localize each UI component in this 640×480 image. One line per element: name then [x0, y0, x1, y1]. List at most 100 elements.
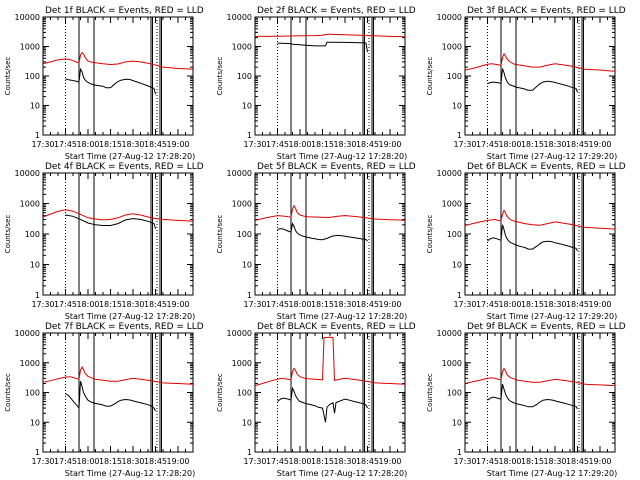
- series-line-events: [65, 381, 156, 412]
- y-tick-label: 100: [25, 72, 40, 81]
- x-tick-label: 18:15: [99, 300, 122, 309]
- y-tick-label: 10: [452, 418, 462, 427]
- x-tick-label: 18:30: [333, 300, 356, 309]
- y-tick-label: 100: [447, 230, 462, 239]
- series-line-events: [487, 224, 578, 252]
- y-tick-label: 100: [447, 389, 462, 398]
- chart-title: Det 7f BLACK = Events, RED = LLD: [45, 322, 204, 332]
- x-tick-label: 17:45: [266, 457, 289, 466]
- x-tick-label: 18:00: [76, 457, 99, 466]
- y-tick-label: 1: [247, 448, 252, 457]
- chart-panel-1: Det 1f BLACK = Events, RED = LLD Counts/s…: [4, 6, 204, 161]
- x-tick-label: 17:30: [453, 457, 476, 466]
- x-tick-label: 18:15: [521, 300, 544, 309]
- chart-title: Det 4f BLACK = Events, RED = LLD: [45, 162, 204, 172]
- series-line-events: [65, 214, 156, 229]
- y-axis-label: Counts/sec: [4, 215, 12, 254]
- y-tick-label: 10000: [227, 329, 252, 338]
- y-tick-label: 10: [452, 261, 462, 270]
- y-tick-label: 10: [452, 102, 462, 111]
- x-tick-label: 18:45: [356, 140, 379, 149]
- y-tick-label: 1000: [442, 200, 462, 209]
- x-tick-label: 18:00: [76, 140, 99, 149]
- x-tick-label: 17:30: [243, 457, 266, 466]
- x-tick-label: 18:45: [566, 300, 589, 309]
- x-axis-label: Start Time (27-Aug-12 17:28:20): [65, 312, 196, 321]
- x-tick-label: 17:45: [476, 300, 499, 309]
- x-tick-label: 19:00: [378, 457, 401, 466]
- chart-panel-6: Det 6f BLACK = Events, RED = LLD Counts/s…: [426, 162, 626, 321]
- chart-panel-5: Det 5f BLACK = Events, RED = LLD Counts/s…: [216, 162, 416, 321]
- y-tick-label: 1000: [232, 359, 252, 368]
- y-axis-label: Counts/sec: [216, 373, 224, 412]
- x-axis-label: Start Time (27-Aug-12 17:28:20): [277, 312, 408, 321]
- x-tick-label: 18:00: [498, 300, 521, 309]
- x-tick-label: 18:15: [521, 457, 544, 466]
- x-tick-label: 17:45: [476, 140, 499, 149]
- y-tick-label: 10000: [227, 13, 252, 22]
- chart-title: Det 1f BLACK = Events, RED = LLD: [45, 6, 204, 16]
- x-tick-label: 18:30: [121, 457, 144, 466]
- chart-panel-4: Det 4f BLACK = Events, RED = LLD Counts/s…: [4, 162, 204, 321]
- x-tick-label: 18:45: [144, 300, 167, 309]
- x-tick-label: 18:45: [356, 300, 379, 309]
- x-tick-label: 18:45: [566, 140, 589, 149]
- x-axis-label: Start Time (27-Aug-12 17:28:20): [65, 152, 196, 161]
- chart-panel-2: Det 2f BLACK = Events, RED = LLD Counts/s…: [216, 6, 416, 161]
- y-tick-label: 1: [247, 291, 252, 300]
- chart-panel-3: Det 3f BLACK = Events, RED = LLD Counts/s…: [426, 6, 626, 161]
- x-tick-label: 18:30: [121, 140, 144, 149]
- x-tick-label: 18:30: [543, 140, 566, 149]
- y-tick-label: 10000: [15, 13, 40, 22]
- x-tick-label: 18:30: [121, 300, 144, 309]
- x-tick-label: 17:30: [453, 140, 476, 149]
- plot-frame: [464, 16, 616, 136]
- x-tick-label: 19:00: [378, 300, 401, 309]
- x-tick-label: 17:45: [476, 457, 499, 466]
- series-line-events: [277, 386, 368, 423]
- x-tick-label: 18:00: [288, 457, 311, 466]
- y-tick-label: 1: [35, 448, 40, 457]
- x-tick-label: 18:30: [333, 140, 356, 149]
- x-tick-label: 18:45: [356, 457, 379, 466]
- y-tick-label: 10000: [15, 329, 40, 338]
- y-tick-label: 10000: [15, 169, 40, 178]
- y-tick-label: 10: [30, 261, 40, 270]
- y-axis-label: Counts/sec: [216, 57, 224, 96]
- y-tick-label: 10: [30, 102, 40, 111]
- y-tick-label: 10000: [437, 169, 462, 178]
- series-line-lld: [43, 51, 193, 70]
- y-tick-label: 1: [35, 291, 40, 300]
- y-tick-label: 10: [30, 418, 40, 427]
- chart-panel-8: Det 8f BLACK = Events, RED = LLD Counts/s…: [216, 322, 416, 478]
- x-tick-label: 17:30: [31, 300, 54, 309]
- y-tick-label: 1: [35, 131, 40, 140]
- x-tick-label: 18:45: [144, 140, 167, 149]
- x-tick-label: 18:45: [566, 457, 589, 466]
- x-tick-label: 19:00: [378, 140, 401, 149]
- x-axis-label: Start Time (27-Aug-12 17:29:20): [487, 312, 618, 321]
- plot-frame: [254, 332, 406, 453]
- x-tick-label: 18:15: [311, 457, 334, 466]
- series-line-events: [65, 67, 156, 95]
- x-tick-label: 17:30: [243, 140, 266, 149]
- chart-panel-9: Det 9f BLACK = Events, RED = LLD Counts/s…: [426, 322, 626, 478]
- chart-title: Det 2f BLACK = Events, RED = LLD: [257, 6, 416, 16]
- y-tick-label: 10000: [437, 13, 462, 22]
- y-tick-label: 1: [457, 131, 462, 140]
- y-tick-label: 1000: [20, 200, 40, 209]
- x-tick-label: 19:00: [166, 457, 189, 466]
- x-tick-label: 17:30: [31, 140, 54, 149]
- series-line-lld: [255, 33, 405, 38]
- x-axis-label: Start Time (27-Aug-12 17:29:20): [487, 152, 618, 161]
- x-tick-label: 19:00: [166, 300, 189, 309]
- y-tick-label: 1000: [442, 43, 462, 52]
- series-line-lld: [465, 52, 615, 72]
- y-axis-label: Counts/sec: [4, 373, 12, 412]
- y-tick-label: 100: [25, 230, 40, 239]
- y-tick-label: 10: [242, 261, 252, 270]
- x-tick-label: 18:00: [498, 457, 521, 466]
- x-tick-label: 18:00: [498, 140, 521, 149]
- x-tick-label: 18:15: [311, 140, 334, 149]
